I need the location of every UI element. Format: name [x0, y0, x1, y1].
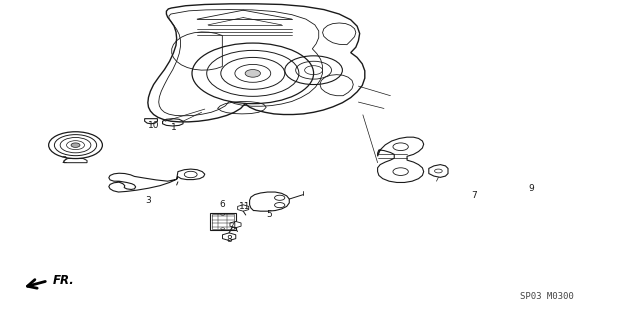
- Text: 11: 11: [239, 202, 250, 211]
- Text: 6: 6: [220, 200, 225, 209]
- Text: 7: 7: [471, 191, 476, 200]
- Text: 9: 9: [529, 184, 534, 193]
- Text: 1: 1: [172, 123, 177, 132]
- Text: 8: 8: [227, 235, 232, 244]
- Text: FR.: FR.: [52, 274, 74, 286]
- Text: 3: 3: [146, 197, 151, 205]
- Text: 10: 10: [148, 121, 159, 130]
- Text: 2: 2: [61, 156, 67, 165]
- Bar: [210, 213, 236, 230]
- Bar: [212, 214, 234, 229]
- Text: 4: 4: [231, 222, 236, 231]
- Text: SP03 M0300: SP03 M0300: [520, 292, 574, 300]
- Circle shape: [245, 70, 260, 77]
- Text: 5: 5: [266, 210, 271, 219]
- Circle shape: [71, 143, 80, 147]
